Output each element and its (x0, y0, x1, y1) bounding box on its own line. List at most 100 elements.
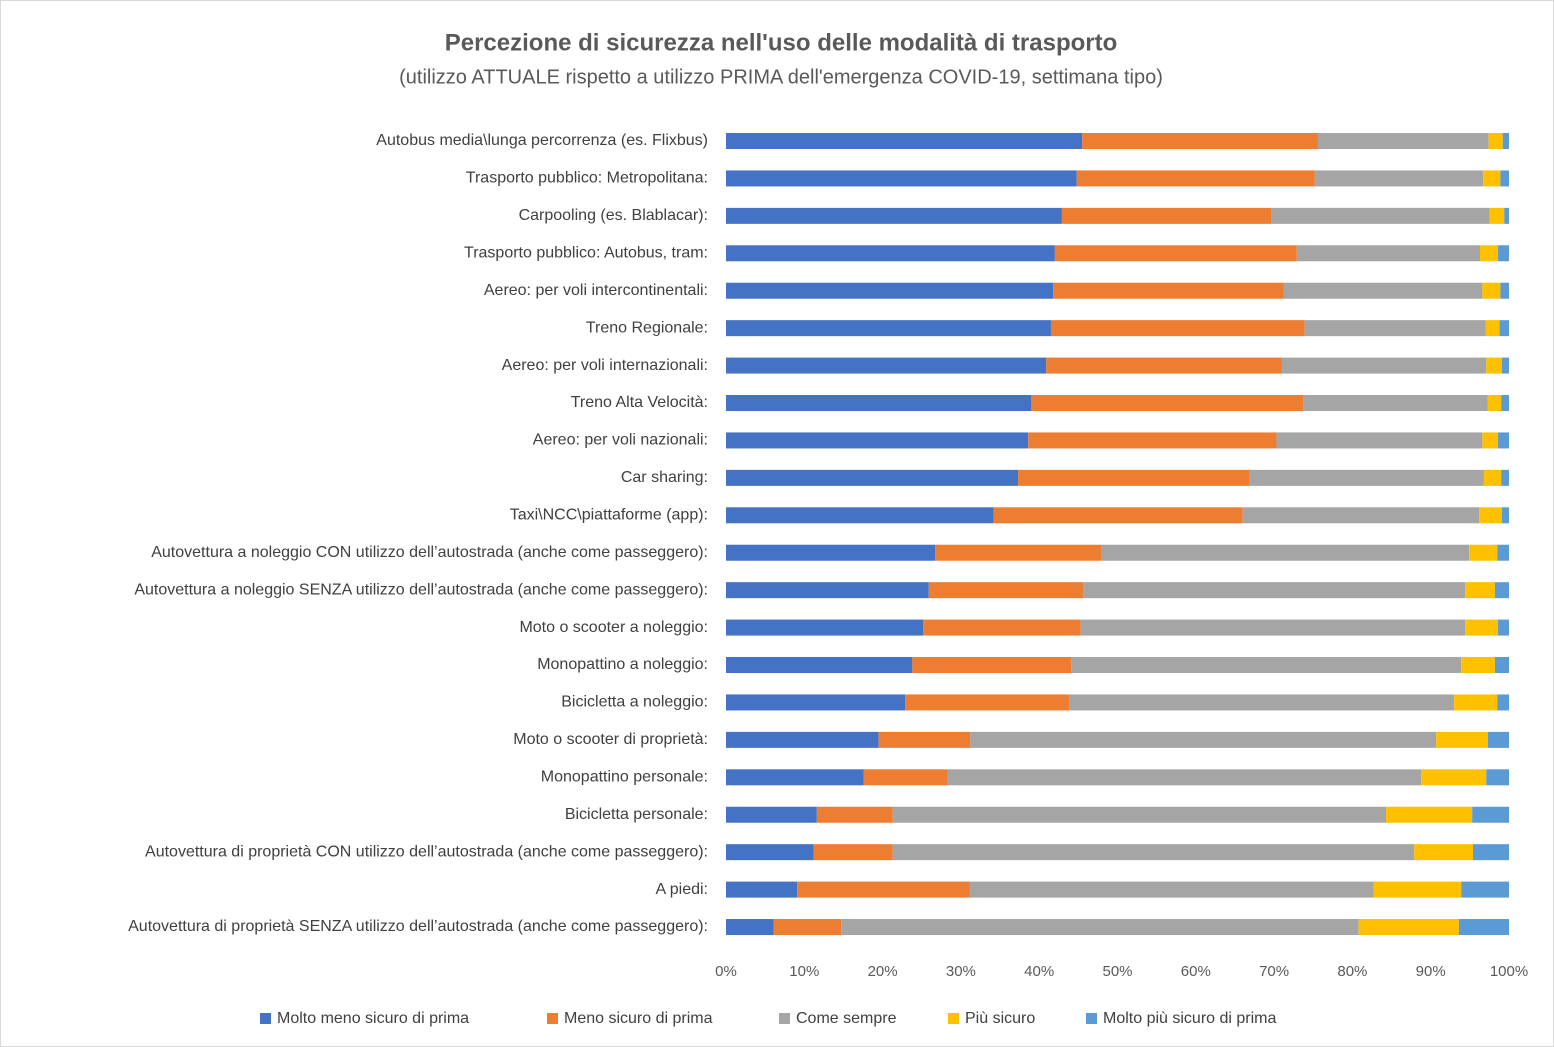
bar-segment (1276, 432, 1483, 449)
bar-segment (1501, 507, 1509, 524)
bar-segment (1486, 357, 1502, 374)
bar-segment (1071, 657, 1462, 674)
x-tick-label: 80% (1337, 963, 1367, 980)
y-tick-label: Monopattino a noleggio: (537, 656, 708, 673)
y-tick-label: Autobus media\lunga percorrenza (es. Fli… (376, 132, 708, 149)
bar-segment (912, 657, 1072, 674)
bar-segment (1296, 245, 1481, 262)
bar-segment (993, 507, 1243, 524)
bar-segment (816, 806, 893, 823)
bar-segment (773, 919, 842, 936)
x-tick-label: 60% (1181, 963, 1211, 980)
bar-segment (863, 769, 948, 786)
x-tick-label: 30% (946, 963, 976, 980)
bar-segment (1504, 207, 1509, 224)
bar-segment (1461, 657, 1495, 674)
bar-segment (947, 769, 1422, 786)
bar-segment (878, 731, 971, 748)
y-tick-label: Carpooling (es. Blablacar): (519, 207, 708, 224)
y-tick-label: Autovettura a noleggio SENZA utilizzo de… (134, 581, 708, 598)
bar-segment (1101, 544, 1470, 561)
bar-segment (1076, 170, 1315, 187)
y-tick-label: Treno Regionale: (586, 319, 708, 336)
bar-segment (1498, 245, 1509, 262)
bar-segment (726, 619, 924, 636)
bar-segment (1500, 282, 1509, 299)
bar-segment (1469, 544, 1498, 561)
bar-segment (905, 694, 1069, 711)
bar-segment (1018, 469, 1250, 486)
bar-segment (726, 245, 1055, 262)
bar-segment (841, 919, 1359, 936)
bar-segment (1314, 170, 1484, 187)
y-tick-label: Trasporto pubblico: Autobus, tram: (464, 245, 708, 262)
bar-segment (1500, 170, 1509, 187)
bar-segment (726, 657, 913, 674)
bar-segment (726, 320, 1051, 337)
y-tick-label: Aereo: per voli internazionali: (502, 357, 708, 374)
bar-segment (1465, 582, 1495, 599)
legend-label: Molto meno sicuro di prima (277, 1010, 469, 1027)
legend-swatch (260, 1013, 271, 1024)
bar-segment (1465, 619, 1499, 636)
bar-segment (1373, 881, 1462, 898)
legend-swatch (779, 1013, 790, 1024)
bar-segment (928, 582, 1084, 599)
bar-segment (1494, 582, 1509, 599)
bar-segment (1483, 170, 1501, 187)
bar-segment (923, 619, 1081, 636)
legend-swatch (547, 1013, 558, 1024)
bar-segment (1487, 731, 1509, 748)
bar-segment (1499, 320, 1509, 337)
y-tick-label: Aereo: per voli nazionali: (533, 432, 708, 449)
legend-label: Più sicuro (965, 1010, 1035, 1027)
y-tick-label: A piedi: (656, 881, 708, 898)
bar-segment (969, 881, 1374, 898)
bar-segment (726, 544, 936, 561)
legend-label: Meno sicuro di prima (564, 1010, 713, 1027)
x-tick-label: 100% (1490, 963, 1528, 980)
bar-segment (1497, 544, 1509, 561)
bar-segment (1271, 207, 1490, 224)
bar-segment (1082, 133, 1318, 149)
y-tick-label: Autovettura di proprietà CON utilizzo de… (145, 843, 708, 860)
bar-segment (1304, 320, 1486, 337)
legend-label: Come sempre (796, 1010, 897, 1027)
bar-segment (1479, 507, 1502, 524)
bar-segment (726, 432, 1029, 449)
bar-segment (1502, 133, 1509, 149)
bar-segment (1489, 207, 1505, 224)
bar-segment (1054, 245, 1297, 262)
bar-segment (1249, 469, 1484, 486)
bar-segment (726, 919, 774, 936)
y-tick-label: Autovettura di proprietà SENZA utilizzo … (128, 918, 708, 935)
bar-segment (726, 694, 906, 711)
x-tick-label: 70% (1259, 963, 1289, 980)
bar-segment (1386, 806, 1473, 823)
bar-segment (726, 844, 814, 861)
x-tick-label: 90% (1416, 963, 1446, 980)
x-tick-label: 50% (1102, 963, 1132, 980)
bar-segment (1454, 694, 1498, 711)
bar-segment (1083, 582, 1466, 599)
bar-segment (726, 582, 929, 599)
y-tick-label: Autovettura a noleggio CON utilizzo dell… (151, 544, 708, 561)
bar-segment (1472, 844, 1509, 861)
y-tick-label: Aereo: per voli intercontinentali: (484, 282, 708, 299)
bar-segment (1053, 282, 1284, 299)
bar-segment (1046, 357, 1282, 374)
bar-segment (797, 881, 970, 898)
bar-segment (726, 170, 1077, 187)
bar-segment (892, 844, 1415, 861)
bar-segment (1317, 133, 1489, 149)
y-tick-label: Monopattino personale: (541, 769, 708, 786)
bar-segment (1498, 432, 1509, 449)
bar-segment (726, 806, 817, 823)
bar-segment (726, 395, 1032, 412)
legend-swatch (948, 1013, 959, 1024)
y-tick-label: Moto o scooter a noleggio: (519, 619, 708, 636)
bar-segment (1485, 320, 1500, 337)
bar-segment (1414, 844, 1473, 861)
bar-segment (726, 469, 1019, 486)
